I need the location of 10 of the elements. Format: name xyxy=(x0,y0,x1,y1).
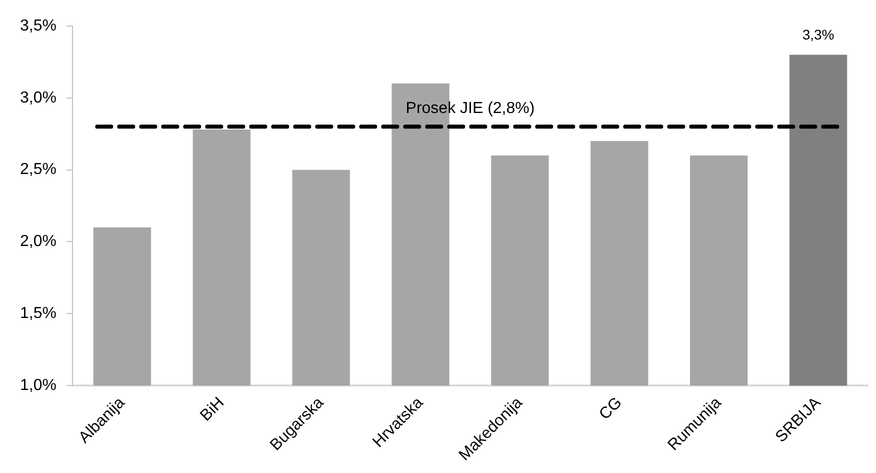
y-tick-label: 3,5% xyxy=(20,17,56,34)
y-tick-label: 2,0% xyxy=(20,233,56,250)
data-label: 3,3% xyxy=(802,26,834,43)
y-tick-label: 1,5% xyxy=(20,305,56,322)
ref-line-label: Prosek JIE (2,8%) xyxy=(406,100,535,118)
y-tick-label: 2,5% xyxy=(20,161,56,178)
x-tick-label: BiH xyxy=(197,394,228,425)
x-tick-label: CG xyxy=(596,394,626,424)
y-tick-label: 1,0% xyxy=(20,376,56,394)
y-tick-label: 3,0% xyxy=(20,89,56,106)
